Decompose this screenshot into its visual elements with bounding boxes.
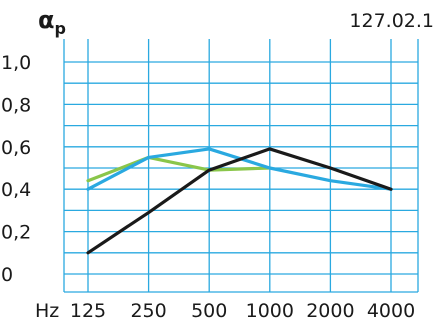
y-tick-labels: 0 0,2 0,4 0,6 0,8 1,0 <box>1 52 31 286</box>
series-lines <box>86 147 393 255</box>
y-tick-label: 1,0 <box>1 52 31 74</box>
x-tick-label: 500 <box>191 300 227 322</box>
y-axis-title-subscript: p <box>55 19 66 38</box>
x-tick-label: 4000 <box>367 300 415 322</box>
y-tick-label: 0,6 <box>1 137 31 159</box>
x-tick-label: 125 <box>70 300 106 322</box>
x-axis-unit: Hz <box>35 300 59 322</box>
grid <box>63 39 419 293</box>
x-tick-label: 1000 <box>246 300 294 322</box>
y-tick-label: 0,4 <box>1 179 31 201</box>
series-line-1 <box>86 155 272 183</box>
y-tick-label: 0 <box>1 264 13 286</box>
product-code: 127.02.1 <box>349 10 434 32</box>
x-tick-label: 2000 <box>306 300 354 322</box>
y-axis-title: αp <box>38 6 66 38</box>
x-tick-labels: 125 250 500 1000 2000 4000 <box>70 300 415 322</box>
y-axis-title-symbol: α <box>38 6 55 34</box>
x-tick-label: 250 <box>130 300 166 322</box>
y-tick-label: 0,8 <box>1 94 31 116</box>
y-tick-label: 0,2 <box>1 222 31 244</box>
series-line-3 <box>86 147 393 255</box>
